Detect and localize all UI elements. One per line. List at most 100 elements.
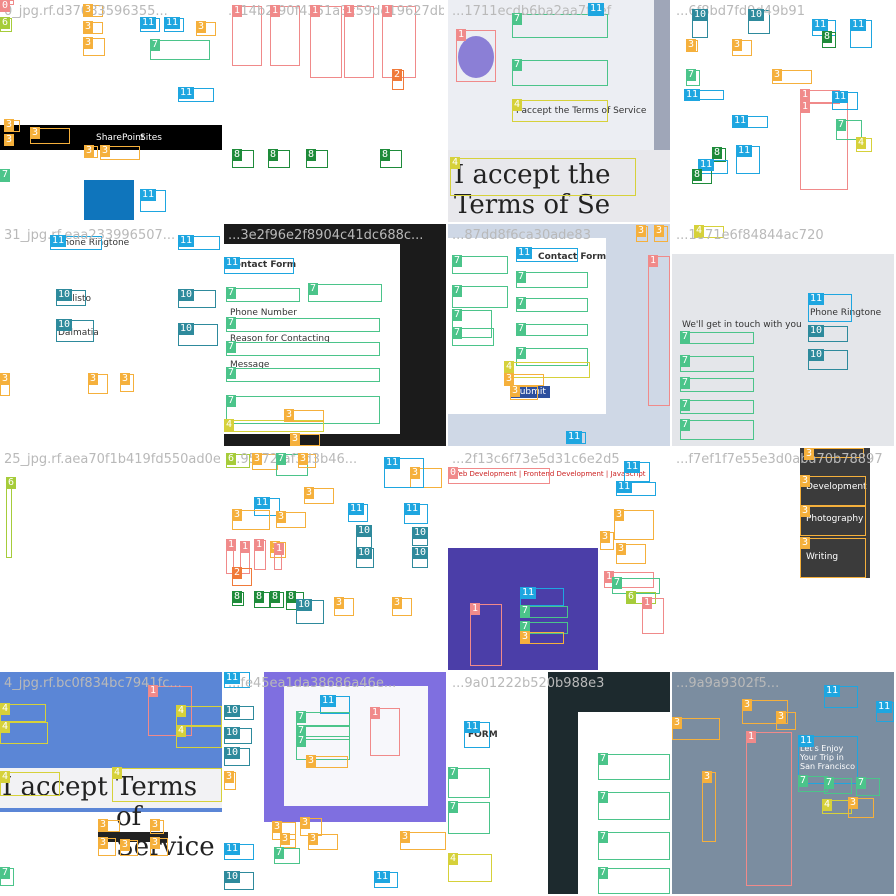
category-development[interactable]: Development bbox=[806, 482, 867, 492]
detection-box bbox=[598, 754, 670, 780]
detection-box bbox=[56, 320, 94, 342]
detection-class-tag: 4 bbox=[450, 157, 461, 169]
detection-class-tag: 6 bbox=[226, 453, 237, 465]
detection-class-tag: 3 bbox=[30, 127, 41, 139]
detection-box bbox=[308, 284, 382, 302]
detection-class-tag: 3 bbox=[300, 817, 311, 829]
detection-class-tag: 7 bbox=[598, 867, 609, 879]
detection-class-tag: 3 bbox=[98, 819, 109, 831]
modal-card bbox=[284, 686, 428, 806]
detection-class-tag: 4 bbox=[822, 799, 833, 811]
detection-class-tag: 3 bbox=[636, 225, 647, 237]
detection-box bbox=[680, 400, 754, 414]
detection-class-tag: 7 bbox=[452, 309, 463, 321]
detection-class-tag: 10 bbox=[56, 319, 73, 331]
detection-class-tag: 7 bbox=[598, 753, 609, 765]
detection-class-tag: 8 bbox=[692, 169, 703, 181]
detection-class-tag: 2 bbox=[392, 69, 403, 81]
detection-class-tag: 3 bbox=[83, 37, 94, 49]
detection-class-tag: 3 bbox=[232, 509, 243, 521]
promo-text: Let's Enjoy Your Trip in San Francisco bbox=[800, 744, 855, 771]
detection-class-tag: 11 bbox=[698, 159, 715, 171]
option-callisto[interactable]: Callisto bbox=[58, 294, 92, 304]
detection-class-tag: 10 bbox=[224, 747, 241, 759]
category-panel bbox=[800, 448, 870, 578]
detection-class-tag: 11 bbox=[140, 17, 157, 29]
detection-class-tag: 11 bbox=[684, 89, 701, 101]
detection-class-tag: 7 bbox=[448, 767, 459, 779]
detection-class-tag: 7 bbox=[856, 777, 867, 789]
detection-box bbox=[516, 324, 588, 336]
option-dalmatia[interactable]: Dalmatia bbox=[58, 328, 99, 338]
detection-class-tag: 1 bbox=[270, 5, 281, 17]
detection-class-tag: 11 bbox=[832, 91, 849, 103]
detection-class-tag: 1 bbox=[642, 597, 653, 609]
detection-class-tag: 7 bbox=[520, 621, 531, 633]
detection-class-tag: 3 bbox=[196, 21, 207, 33]
detection-class-tag: 7 bbox=[680, 399, 691, 411]
detection-box bbox=[680, 378, 754, 392]
terms-small-label[interactable]: I accept the Terms of Service bbox=[516, 106, 647, 116]
tile-filename: 25_jpg.rf.aea70f1b419fd550ad0e288f... bbox=[4, 452, 220, 467]
detection-class-tag: 4 bbox=[0, 703, 11, 715]
detection-box bbox=[112, 768, 222, 802]
screenshot-tile: Phone Ringtone We'll get in touch with yo… bbox=[672, 224, 894, 446]
detection-class-tag: 3 bbox=[298, 453, 309, 465]
form-card bbox=[224, 244, 400, 434]
detection-box bbox=[470, 604, 502, 666]
detection-class-tag: 1 bbox=[456, 29, 467, 41]
detection-box bbox=[226, 318, 380, 332]
detection-class-tag: 8 bbox=[254, 591, 265, 603]
detection-box bbox=[512, 60, 608, 86]
detection-class-tag: 3 bbox=[4, 119, 15, 131]
screenshot-tile: Contact Form Phone Number Reason for Conta… bbox=[224, 224, 446, 446]
detection-box bbox=[746, 732, 792, 886]
detection-class-tag: 10 bbox=[356, 525, 373, 537]
detection-class-tag: 3 bbox=[84, 145, 95, 157]
detection-class-tag: 11 bbox=[254, 497, 271, 509]
nav-links[interactable]: Web Development | Frontend Development |… bbox=[452, 470, 646, 478]
detection-class-tag: 8 bbox=[232, 591, 243, 603]
get-in-touch-text: We'll get in touch with you bbox=[682, 320, 802, 330]
detection-class-tag: 4 bbox=[856, 137, 867, 149]
detection-class-tag: 7 bbox=[686, 69, 697, 81]
detection-class-tag: 3 bbox=[804, 448, 815, 460]
detection-class-tag: 3 bbox=[150, 819, 161, 831]
detection-class-tag: 8 bbox=[286, 591, 297, 603]
detection-class-tag: 1 bbox=[310, 5, 321, 17]
detection-class-tag: 11 bbox=[404, 503, 421, 515]
phone-ringtone-label: Phone Ringtone bbox=[810, 308, 882, 318]
detection-class-tag: 3 bbox=[306, 755, 317, 767]
screenshot-tile: ...6f8bd7fd9d49b91 10 10 3 3 7 11 3 11 11 8 1 1 11 7 4 8… bbox=[672, 0, 894, 222]
detection-class-tag: 3 bbox=[100, 145, 111, 157]
detection-class-tag: 10 bbox=[178, 323, 195, 335]
detection-class-tag: 7 bbox=[680, 355, 691, 367]
detection-class-tag: 3 bbox=[400, 831, 411, 843]
detection-box bbox=[598, 832, 670, 860]
detection-box bbox=[824, 686, 858, 708]
sharepoint-label[interactable]: SharePoint bbox=[96, 133, 145, 143]
detection-class-tag: 11 bbox=[224, 257, 241, 269]
detection-class-tag: 11 bbox=[566, 431, 583, 443]
detection-box bbox=[448, 854, 492, 882]
detection-class-tag: 11 bbox=[348, 503, 365, 515]
accept-label[interactable]: I accept bbox=[2, 772, 108, 802]
detection-class-tag: 3 bbox=[284, 409, 295, 421]
form-title: Contact Form bbox=[228, 260, 297, 270]
detection-class-tag: 3 bbox=[672, 717, 683, 729]
detection-class-tag: 3 bbox=[272, 821, 283, 833]
screenshot-tile: ...95f72faf3d3b46...63731133331111211101… bbox=[224, 448, 446, 670]
detection-class-tag: 7 bbox=[516, 297, 527, 309]
category-photography[interactable]: Photography bbox=[806, 514, 864, 524]
detection-box bbox=[176, 726, 222, 748]
detection-box bbox=[448, 802, 490, 834]
detection-class-tag: 4 bbox=[694, 225, 705, 237]
sites-label[interactable]: Sites bbox=[140, 133, 162, 143]
detection-class-tag: 11 bbox=[876, 701, 893, 713]
category-writing[interactable]: Writing bbox=[806, 552, 839, 562]
detection-class-tag: 4 bbox=[176, 705, 187, 717]
detection-box bbox=[648, 256, 670, 406]
detection-class-tag: 10 bbox=[412, 547, 429, 559]
detection-class-tag: 11 bbox=[588, 3, 605, 15]
detection-class-tag: 8 bbox=[822, 31, 833, 43]
